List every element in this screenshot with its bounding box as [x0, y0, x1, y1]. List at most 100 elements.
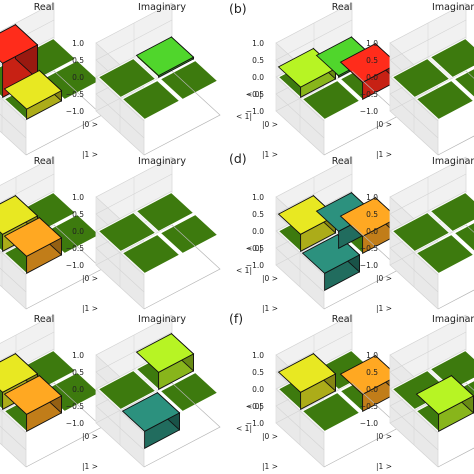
chart-title: Real	[332, 314, 352, 325]
x-tick-label: |0 >	[262, 120, 278, 129]
bar-face	[135, 36, 195, 77]
matrix-cell-tile	[429, 192, 474, 232]
grid-line	[389, 207, 467, 293]
axis-line	[143, 382, 221, 468]
matrix-cell-tile	[97, 370, 157, 410]
x-tick-label: |0 >	[82, 432, 98, 441]
x-tick-label: |1 >	[262, 304, 278, 313]
panel-letter-b: (b)	[229, 1, 247, 16]
z-tick-label: −1.0	[66, 261, 84, 270]
chart-title: Imaginary	[138, 314, 186, 325]
chart-title: Imaginary	[432, 314, 474, 325]
y-tick-label: < 1|	[236, 424, 252, 433]
matrix-cell-tile	[301, 80, 361, 120]
x-tick-label: |1 >	[262, 462, 278, 471]
chart-c-imaginary: Imaginary 1.0 0.5 0.0 −0.5 −1.0 |0 > |1 > < 0| < …	[66, 156, 262, 313]
matrix-cell-tile	[159, 214, 219, 254]
y-tick-label: < 0|	[246, 244, 262, 253]
z-tick-label: 1.0	[366, 193, 378, 202]
x-tick-label: |0 >	[82, 120, 98, 129]
z-tick-label: 0.5	[252, 56, 264, 65]
x-tick-label: |1 >	[376, 150, 392, 159]
bar-face	[0, 195, 39, 235]
bar-face	[3, 69, 63, 110]
bar	[3, 216, 63, 275]
z-tick-label: 0.5	[72, 56, 84, 65]
axis-line	[437, 224, 474, 310]
x-tick-label: |0 >	[262, 432, 278, 441]
panel-letter-f: (f)	[229, 311, 243, 326]
x-tick-label: |1 >	[82, 150, 98, 159]
chart-title: Imaginary	[138, 156, 186, 167]
z-tick-label: 0.0	[366, 385, 378, 394]
x-tick-label: |0 >	[262, 274, 278, 283]
z-tick-label: −1.0	[246, 261, 264, 270]
grid-line	[0, 190, 55, 276]
z-tick-label: −0.5	[246, 402, 264, 411]
bar	[121, 391, 181, 450]
axis-line	[143, 224, 221, 310]
z-tick-label: −0.5	[246, 90, 264, 99]
grid-line	[95, 224, 173, 310]
z-tick-label: 1.0	[252, 351, 264, 360]
z-tick-label: −0.5	[246, 244, 264, 253]
y-tick-label: < 0|	[246, 402, 262, 411]
x-tick-label: |1 >	[376, 462, 392, 471]
grid-line	[389, 348, 467, 434]
bar-face	[121, 392, 181, 432]
grid-line	[389, 190, 467, 276]
z-tick-label: 0.5	[72, 368, 84, 377]
x-tick-label: |0 >	[82, 274, 98, 283]
matrix-cell-tile	[97, 58, 157, 98]
grid-line	[389, 365, 467, 451]
matrix-cell-tile	[453, 222, 474, 252]
z-tick-label: 0.0	[72, 385, 84, 394]
matrix-cell-tile	[391, 212, 451, 252]
z-tick-label: −0.5	[360, 90, 378, 99]
x-tick-label: |0 >	[376, 120, 392, 129]
chart-title: Imaginary	[138, 2, 186, 13]
z-tick-label: −1.0	[360, 261, 378, 270]
y-tick-label: < 1|	[236, 112, 252, 121]
grid-line	[275, 70, 353, 156]
grid-line	[275, 382, 353, 468]
z-tick-label: 0.0	[252, 385, 264, 394]
matrix-cell-tile	[121, 234, 181, 274]
x-tick-label: |0 >	[376, 432, 392, 441]
bar-face	[135, 333, 195, 373]
bar-face	[3, 217, 63, 257]
z-tick-label: 0.0	[252, 227, 264, 236]
axis-line	[143, 70, 221, 156]
z-tick-label: 0.0	[366, 227, 378, 236]
x-tick-label: |1 >	[82, 462, 98, 471]
bar	[135, 332, 195, 391]
matrix-cell-tile	[453, 68, 474, 98]
x-tick-label: |1 >	[262, 150, 278, 159]
grid-line	[389, 224, 467, 310]
grid-line	[95, 53, 173, 139]
bar	[3, 69, 63, 121]
bar-face	[0, 353, 39, 393]
z-tick-label: 0.0	[252, 73, 264, 82]
matrix-cell-tile	[135, 192, 195, 232]
bar	[3, 374, 63, 433]
matrix-cell-tile	[159, 60, 219, 100]
axis-line	[437, 382, 474, 468]
z-tick-label: −1.0	[360, 419, 378, 428]
chart-title: Imaginary	[432, 2, 474, 13]
bar	[135, 35, 195, 79]
z-tick-label: −0.5	[66, 90, 84, 99]
z-tick-label: 0.5	[366, 56, 378, 65]
bar-face	[3, 375, 63, 415]
z-tick-label: −1.0	[246, 107, 264, 116]
z-tick-label: 0.5	[252, 210, 264, 219]
grid-line	[95, 382, 173, 468]
z-tick-label: 0.5	[252, 368, 264, 377]
z-tick-label: −1.0	[66, 107, 84, 116]
